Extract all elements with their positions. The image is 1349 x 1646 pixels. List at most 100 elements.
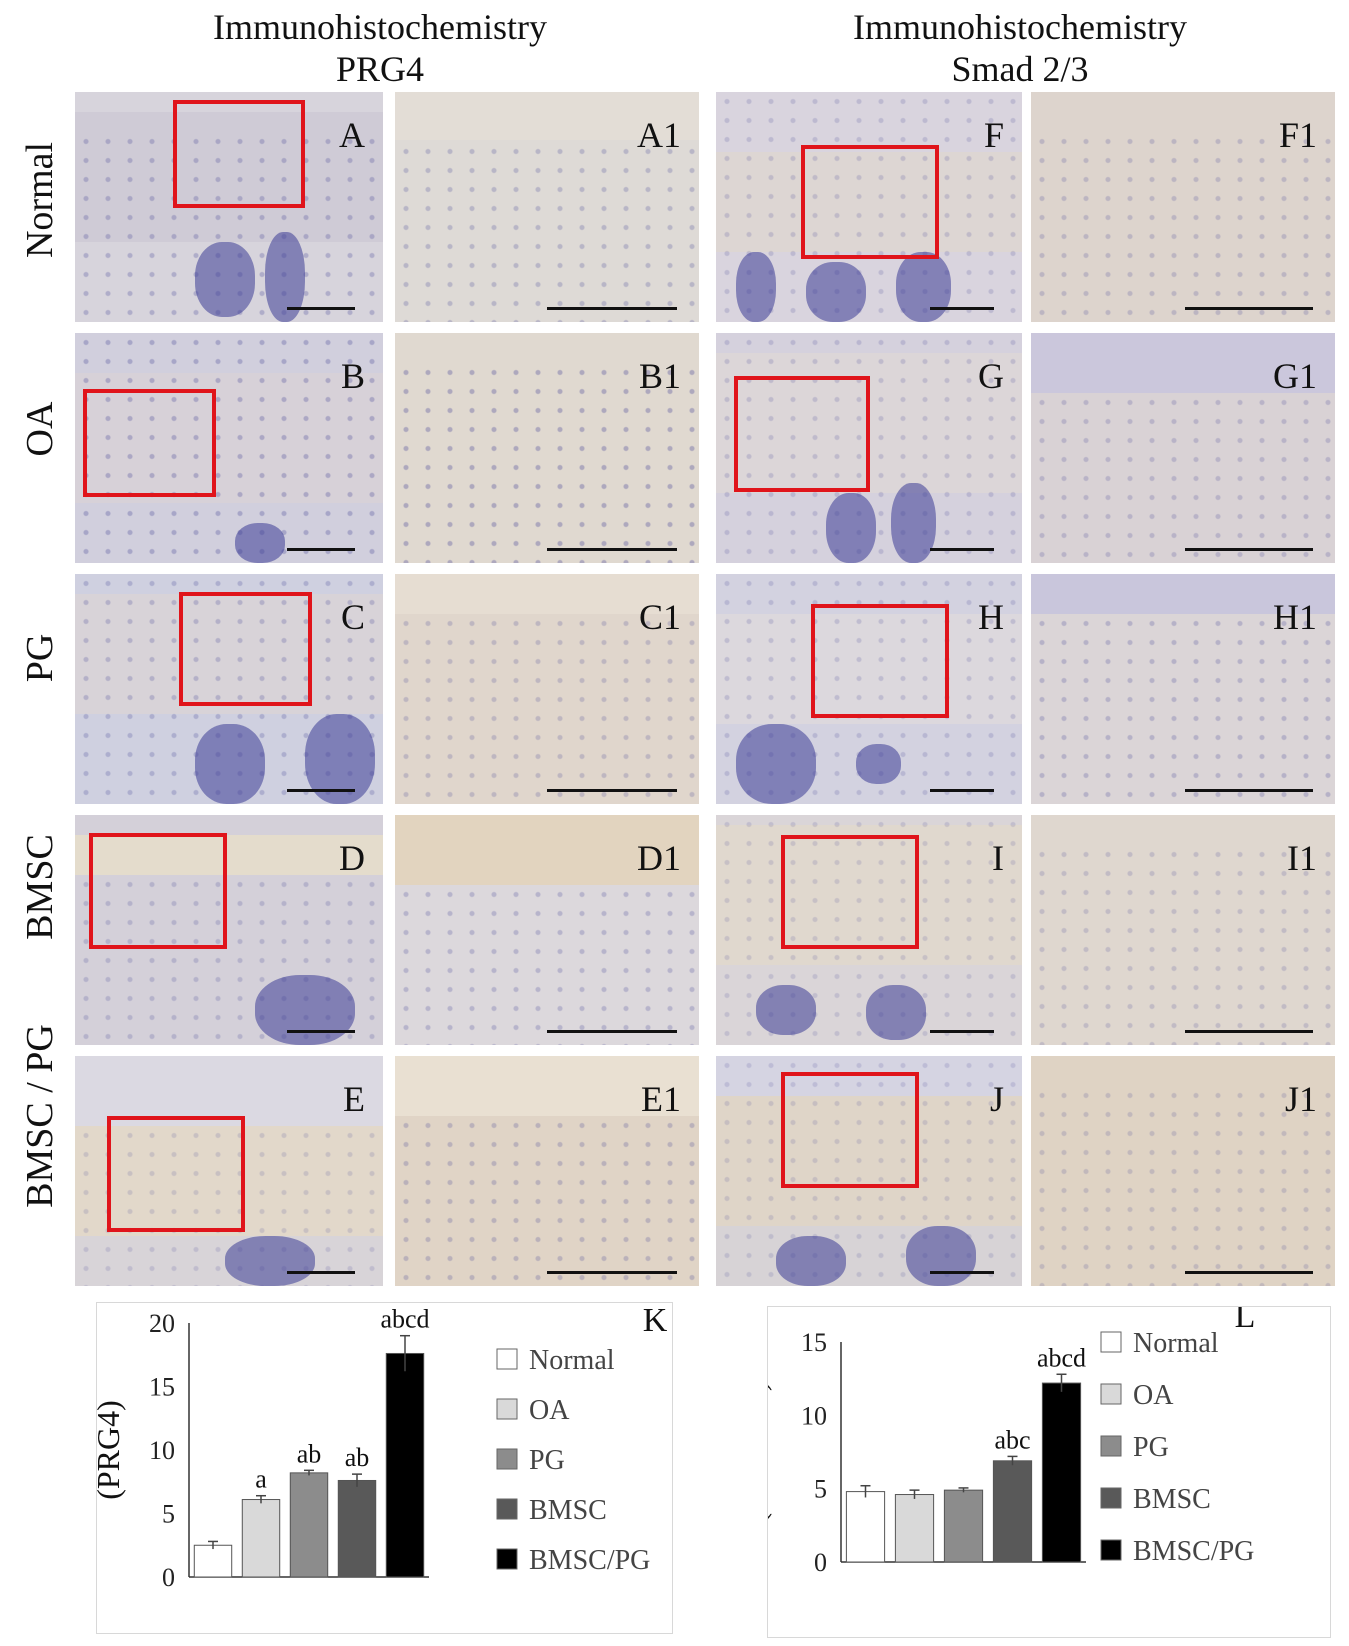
panel-letter: G1 (1273, 356, 1317, 396)
scale-bar (547, 548, 677, 551)
scale-bar (930, 1030, 994, 1033)
panel-h1: H1 (1031, 574, 1335, 804)
left-title-line1: Immunohistochemistry (213, 7, 547, 47)
legend-label: BMSC (529, 1495, 607, 1526)
right-title-line2: Smad 2/3 (951, 49, 1089, 89)
panel-c1: C1 (395, 574, 699, 804)
y-label-line2: (Smad 2/3) (768, 1380, 772, 1523)
panel-g1: G1 (1031, 333, 1335, 563)
y-tick-label: 10 (801, 1401, 827, 1430)
legend-label: PG (1133, 1432, 1169, 1463)
panel-e1: E1 (395, 1056, 699, 1286)
chart-l-svg: 0 5 10 15 mean IOD(Smad 2/3) abc abcd L Normal OA… (768, 1307, 1255, 1577)
row-label-oa: OA (19, 401, 61, 457)
y-tick-label: 15 (149, 1373, 175, 1402)
panel-letter: B1 (638, 356, 681, 396)
region-of-interest-box (89, 833, 227, 949)
region-of-interest-box (107, 1116, 245, 1232)
y-axis-label: mean IOD(PRG4) (97, 1400, 126, 1500)
region-of-interest-box (781, 835, 919, 949)
left-title-line2: PRG4 (335, 49, 425, 89)
y-tick-label: 15 (801, 1328, 827, 1357)
bar (241, 1499, 281, 1578)
panel-letter: A1 (637, 115, 681, 155)
scale-bar (287, 548, 355, 551)
left-column-title: Immunohistochemistry PRG4 (130, 6, 630, 90)
row-label-normal: Normal (19, 141, 61, 259)
chart-panel-letter: K (643, 1303, 668, 1339)
region-of-interest-box (811, 604, 949, 718)
bar (1041, 1382, 1082, 1563)
region-of-interest-box (179, 592, 312, 706)
scale-bar (930, 307, 994, 310)
panel-d1: D1 (395, 815, 699, 1045)
panel-letter: F (983, 115, 1004, 155)
significance-label: abcd (380, 1305, 429, 1334)
legend-label: OA (1133, 1380, 1174, 1411)
legend-label: Normal (1133, 1328, 1219, 1359)
panel-letter: D (339, 838, 365, 878)
legend-swatch (1100, 1383, 1122, 1405)
panel-j: J (716, 1056, 1022, 1286)
significance-label: ab (297, 1439, 322, 1468)
panel-letter: J (989, 1079, 1004, 1119)
significance-label: ab (345, 1443, 370, 1472)
legend-label: BMSC/PG (1133, 1536, 1254, 1567)
legend-swatch (1100, 1331, 1122, 1353)
significance-label: abc (994, 1425, 1030, 1454)
panel-letter: J1 (1284, 1079, 1317, 1119)
panel-letter: G (978, 356, 1004, 396)
row-label-pg: PG (19, 633, 61, 683)
chart-l-smad: 0 5 10 15 mean IOD(Smad 2/3) abc abcd L Normal OA… (767, 1306, 1331, 1638)
bar (845, 1491, 886, 1563)
y-label-line2: (PRG4) (97, 1400, 126, 1500)
scale-bar (547, 1271, 677, 1274)
panel-letter: C1 (638, 597, 681, 637)
panel-i: I (716, 815, 1022, 1045)
panel-letter: D1 (637, 838, 681, 878)
scale-bar (547, 789, 677, 792)
scale-bar (287, 1030, 355, 1033)
scale-bar (1185, 307, 1313, 310)
right-title-line1: Immunohistochemistry (853, 7, 1187, 47)
panel-f: F (716, 92, 1022, 322)
region-of-interest-box (173, 100, 305, 208)
panel-b1: B1 (395, 333, 699, 563)
legend-swatch (496, 1498, 518, 1520)
y-tick-label: 0 (162, 1563, 175, 1592)
legend-label: PG (529, 1445, 565, 1476)
panel-f1: F1 (1031, 92, 1335, 322)
panel-letter: H1 (1273, 597, 1317, 637)
bar (992, 1460, 1033, 1563)
y-tick-label: 10 (149, 1436, 175, 1465)
row-label-bmsc: BMSC (19, 834, 61, 940)
scale-bar (287, 789, 355, 792)
scale-bar (287, 1271, 355, 1274)
region-of-interest-box (801, 145, 939, 259)
bar (385, 1352, 425, 1578)
row-label-bmsc-pg: BMSC / PG (19, 1024, 61, 1208)
legend-swatch (1100, 1435, 1122, 1457)
panel-b: B (75, 333, 383, 563)
scale-bar (287, 307, 355, 310)
scale-bar (930, 1271, 994, 1274)
legend-label: BMSC/PG (529, 1545, 650, 1576)
scale-bar (930, 789, 994, 792)
panel-a1: A1 (395, 92, 699, 322)
panel-i1: I1 (1031, 815, 1335, 1045)
scale-bar (930, 548, 994, 551)
panel-c: C (75, 574, 383, 804)
bar (289, 1472, 329, 1578)
legend-swatch (496, 1548, 518, 1570)
region-of-interest-box (83, 389, 216, 497)
y-axis-label: mean IOD(Smad 2/3) (768, 1380, 772, 1523)
y-tick-label: 5 (162, 1500, 175, 1529)
panel-letter: I (992, 838, 1004, 878)
panel-letter: C (340, 597, 365, 637)
panel-h: H (716, 574, 1022, 804)
panel-letter: H (978, 597, 1004, 637)
legend-swatch (1100, 1487, 1122, 1509)
panel-g: G (716, 333, 1022, 563)
